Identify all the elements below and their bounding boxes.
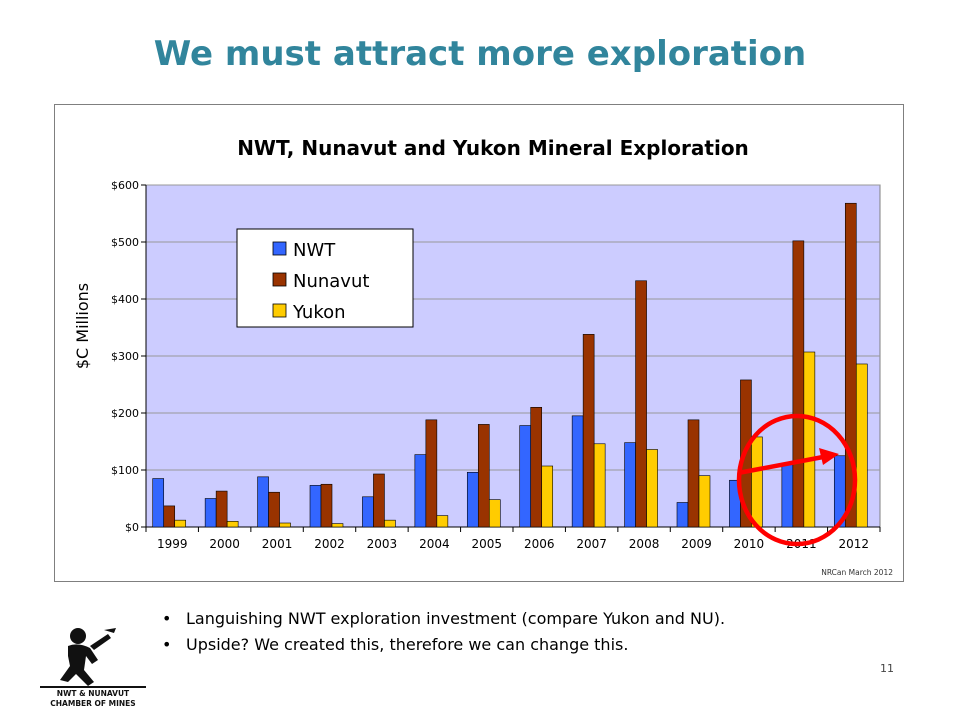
- y-axis-label: $C Millions: [73, 283, 92, 369]
- x-tick-label: 2009: [681, 537, 712, 551]
- x-tick-label: 2012: [839, 537, 870, 551]
- highlight-arrow-shaft: [737, 454, 824, 476]
- bar-nwt-2005: [466, 471, 479, 528]
- legend-swatch-nwt: [272, 241, 287, 256]
- x-tick-label: 2008: [629, 537, 660, 551]
- bar-yukon-2003: [384, 519, 396, 528]
- y-tick-label: $400: [111, 293, 139, 306]
- bar-yukon-2001: [279, 522, 291, 528]
- bar-yukon-2010: [751, 436, 763, 528]
- logo-line-1: NWT & NUNAVUT: [57, 689, 130, 698]
- bullet-item: Languishing NWT exploration investment (…: [160, 606, 725, 632]
- page-number: 11: [880, 662, 894, 675]
- bar-nunavut-2007: [582, 334, 595, 528]
- chamber-of-mines-logo: NWT & NUNAVUT CHAMBER OF MINES: [40, 628, 146, 708]
- legend: [236, 228, 414, 328]
- y-tick-label: $100: [111, 464, 139, 477]
- bar-nunavut-2009: [687, 419, 700, 528]
- bar-nunavut-2001: [268, 491, 280, 528]
- bar-yukon-2012: [855, 363, 868, 528]
- miner-silhouette-icon: [60, 628, 116, 686]
- legend-label-yukon: Yukon: [292, 302, 346, 323]
- bar-nwt-2004: [414, 454, 427, 528]
- x-tick-label: 2002: [314, 537, 345, 551]
- y-tick-label: $0: [125, 521, 139, 534]
- bar-nwt-2006: [519, 425, 532, 528]
- bar-yukon-2011: [803, 351, 816, 528]
- legend-swatch-yukon: [272, 303, 287, 318]
- bar-yukon-2008: [646, 449, 658, 528]
- x-tick-label: 2001: [262, 537, 293, 551]
- x-tick-label: 2006: [524, 537, 555, 551]
- y-tick-label: $200: [111, 407, 139, 420]
- bar-yukon-1999: [174, 519, 187, 528]
- bar-nunavut-2003: [373, 473, 385, 528]
- bar-yukon-2005: [488, 499, 501, 528]
- x-tick-label: 2007: [576, 537, 607, 551]
- legend-label-nunavut: Nunavut: [293, 271, 369, 292]
- slide-title: We must attract more exploration: [153, 34, 807, 74]
- bar-nunavut-2006: [530, 406, 543, 528]
- bar-nunavut-2005: [477, 424, 490, 528]
- logo-line-2: CHAMBER OF MINES: [50, 699, 135, 708]
- bar-nwt-2009: [676, 502, 689, 528]
- bar-nunavut-2004: [425, 419, 438, 528]
- x-tick-label: 2005: [472, 537, 503, 551]
- source-note: NRCan March 2012: [821, 568, 893, 577]
- bar-nunavut-2000: [215, 490, 228, 528]
- bar-yukon-2006: [541, 465, 554, 528]
- y-tick-label: $500: [111, 236, 139, 249]
- bullet-list: Languishing NWT exploration investment (…: [160, 606, 725, 658]
- bar-yukon-2000: [226, 520, 239, 528]
- chart: NWT, Nunavut and Yukon Mineral Explorati…: [73, 136, 893, 577]
- bullet-item: Upside? We created this, therefore we ca…: [160, 632, 725, 658]
- legend-swatch-nunavut: [272, 272, 287, 287]
- bar-nwt-2001: [257, 476, 269, 528]
- bar-nunavut-2008: [635, 280, 647, 528]
- x-tick-label: 1999: [157, 537, 188, 551]
- bar-nwt-2011: [781, 463, 794, 528]
- bar-nunavut-1999: [163, 505, 176, 528]
- x-tick-label: 2004: [419, 537, 450, 551]
- bar-nwt-2003: [362, 496, 374, 528]
- bar-nwt-2007: [571, 415, 584, 528]
- bar-yukon-2004: [436, 515, 449, 528]
- bar-nwt-1999: [152, 478, 165, 528]
- y-tick-label: $600: [111, 179, 139, 192]
- bar-nunavut-2011: [792, 240, 805, 528]
- chart-title: NWT, Nunavut and Yukon Mineral Explorati…: [237, 136, 749, 160]
- chart-frame: NWT, Nunavut and Yukon Mineral Explorati…: [54, 104, 904, 582]
- legend-label-nwt: NWT: [293, 240, 336, 261]
- highlight-circle: [736, 413, 858, 547]
- x-tick-label: 2010: [734, 537, 765, 551]
- bar-nwt-2008: [624, 442, 636, 528]
- bar-yukon-2009: [698, 475, 711, 528]
- x-tick-label: 2000: [209, 537, 240, 551]
- x-tick-label: 2003: [367, 537, 398, 551]
- bar-nwt-2000: [204, 498, 217, 528]
- bar-yukon-2002: [331, 523, 344, 528]
- bar-yukon-2007: [593, 443, 606, 528]
- highlight-arrow-head: [819, 448, 839, 465]
- bar-nunavut-2002: [320, 483, 333, 528]
- bar-nwt-2002: [309, 485, 322, 528]
- y-tick-label: $300: [111, 350, 139, 363]
